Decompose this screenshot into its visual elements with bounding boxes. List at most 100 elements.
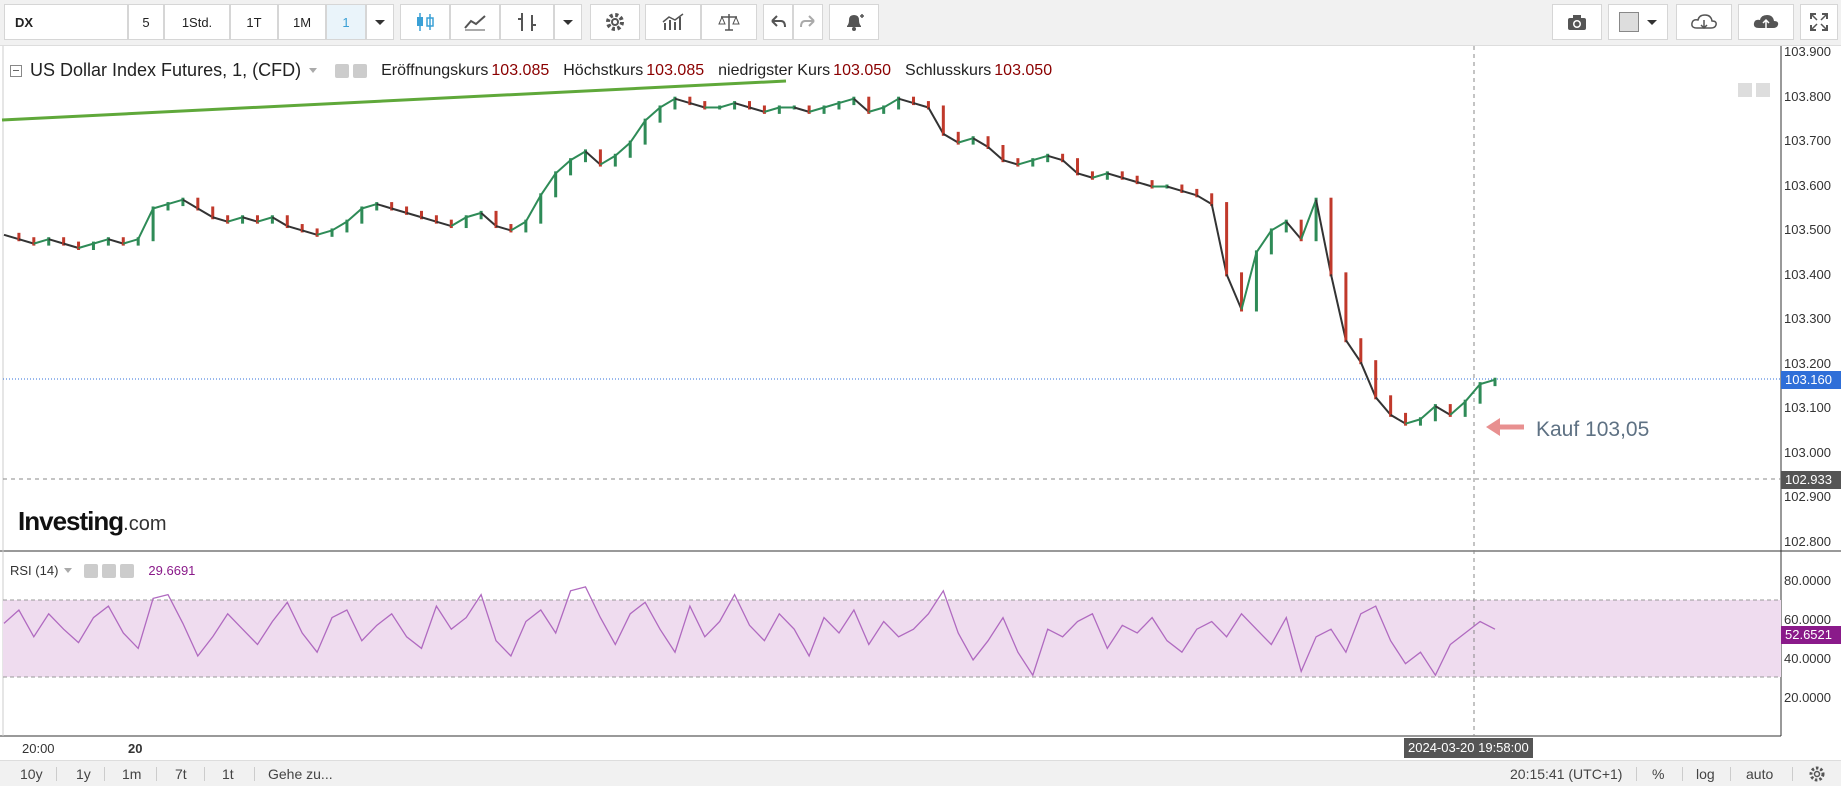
price-segment: [242, 216, 258, 223]
price-candle: [226, 215, 230, 224]
price-candle: [77, 241, 81, 250]
chart-type-dropdown[interactable]: [554, 4, 582, 40]
price-candle: [255, 215, 259, 224]
price-segment: [972, 137, 989, 148]
close-value: 103.050: [994, 61, 1053, 79]
chevron-down-icon: [375, 19, 385, 25]
fullscreen-button[interactable]: [1800, 4, 1838, 40]
save-layout-button[interactable]: [1738, 4, 1794, 40]
load-layout-button[interactable]: [1676, 4, 1732, 40]
price-candle: [1061, 153, 1065, 163]
range-7t-button[interactable]: 7t: [175, 766, 187, 782]
range-1y-button[interactable]: 1y: [76, 766, 91, 782]
percent-toggle[interactable]: %: [1652, 766, 1665, 782]
price-candle: [524, 219, 528, 233]
alert-button[interactable]: [829, 4, 879, 40]
price-candle: [1195, 188, 1199, 198]
bar-type-button[interactable]: [500, 4, 554, 40]
price-segment: [346, 207, 363, 223]
range-1m-button[interactable]: 1m: [122, 766, 142, 782]
color-box-icon: [1619, 12, 1639, 32]
pane-up-icon[interactable]: [1756, 83, 1770, 97]
price-segment: [1449, 400, 1466, 416]
interval-5-button[interactable]: 5: [128, 4, 164, 40]
price-segment: [1196, 194, 1213, 205]
price-candle: [882, 105, 886, 114]
price-segment: [987, 146, 1004, 161]
price-candle: [62, 237, 66, 246]
price-segment: [1285, 221, 1302, 240]
gear-icon[interactable]: [102, 563, 117, 578]
price-candle: [375, 202, 379, 211]
collapse-icon[interactable]: [10, 64, 22, 77]
interval-dropdown[interactable]: [366, 4, 394, 40]
divider: [156, 767, 157, 781]
price-candle: [867, 96, 871, 114]
undo-button[interactable]: [763, 4, 793, 40]
buy-annotation[interactable]: Kauf 103,05: [1536, 418, 1650, 441]
price-candle: [1046, 153, 1050, 163]
symbol-input[interactable]: DX: [4, 4, 128, 40]
price-segment: [1225, 273, 1243, 310]
goto-button[interactable]: Gehe zu...: [268, 766, 333, 782]
price-segment: [1390, 414, 1407, 425]
clock[interactable]: 20:15:41 (UTC+1): [1510, 766, 1623, 782]
price-candle: [1448, 404, 1452, 417]
price-candle: [1374, 360, 1378, 400]
price-segment: [1166, 185, 1183, 192]
gear-icon[interactable]: [353, 63, 368, 78]
settings-button[interactable]: [590, 4, 640, 40]
price-candle: [643, 118, 647, 145]
eye-icon[interactable]: [335, 63, 350, 78]
price-segment: [719, 102, 735, 109]
divider: [1730, 767, 1731, 781]
price-segment: [868, 106, 884, 113]
compare-button[interactable]: [701, 4, 757, 40]
interval-1h-button[interactable]: 1Std.: [164, 4, 230, 40]
interval-1-button[interactable]: 1: [326, 4, 366, 40]
price-candle: [748, 101, 751, 110]
price-candle: [196, 197, 200, 211]
fullscreen-icon: [1810, 13, 1828, 31]
price-segment: [406, 211, 422, 219]
legend-dropdown-icon[interactable]: [309, 68, 318, 73]
price-segment: [957, 137, 974, 144]
price-candle: [1031, 158, 1035, 167]
screenshot-button[interactable]: [1552, 4, 1602, 40]
interval-1m-button[interactable]: 1M: [278, 4, 326, 40]
pane-down-icon[interactable]: [1738, 83, 1752, 97]
price-candle: [1299, 219, 1303, 242]
rsi-series: [3, 586, 1496, 677]
price-segment: [465, 211, 482, 219]
line-chart-button[interactable]: [450, 4, 500, 40]
price-segment: [436, 220, 452, 228]
logo-main: Investing: [18, 506, 124, 536]
color-picker-button[interactable]: [1608, 4, 1668, 40]
range-10y-button[interactable]: 10y: [20, 766, 43, 782]
close-label: Schlusskurs: [905, 61, 992, 79]
cloud-upload-icon: [1753, 15, 1779, 28]
eye-icon[interactable]: [84, 563, 99, 578]
price-candle: [1240, 272, 1244, 312]
range-1t-button[interactable]: 1t: [222, 766, 234, 782]
redo-button[interactable]: [793, 4, 823, 40]
price-candle: [1493, 377, 1497, 387]
rsi-dropdown-icon[interactable]: [64, 568, 73, 573]
price-candle: [598, 149, 602, 167]
log-toggle[interactable]: log: [1696, 766, 1715, 782]
price-segment: [1345, 339, 1362, 363]
price-segment: [1270, 220, 1287, 232]
price-candle: [1389, 395, 1393, 417]
low-label: niedrigster Kurs: [718, 61, 831, 79]
auto-toggle[interactable]: auto: [1746, 766, 1774, 782]
price-candle: [1180, 184, 1184, 193]
gear-icon[interactable]: [1808, 765, 1826, 783]
interval-1d-button[interactable]: 1T: [230, 4, 278, 40]
indicators-button[interactable]: [645, 4, 701, 40]
trend-line[interactable]: [1, 79, 787, 122]
price-candle: [419, 210, 423, 220]
price-segment: [316, 229, 333, 236]
candlestick-button[interactable]: [400, 4, 450, 40]
close-icon[interactable]: [120, 563, 135, 578]
